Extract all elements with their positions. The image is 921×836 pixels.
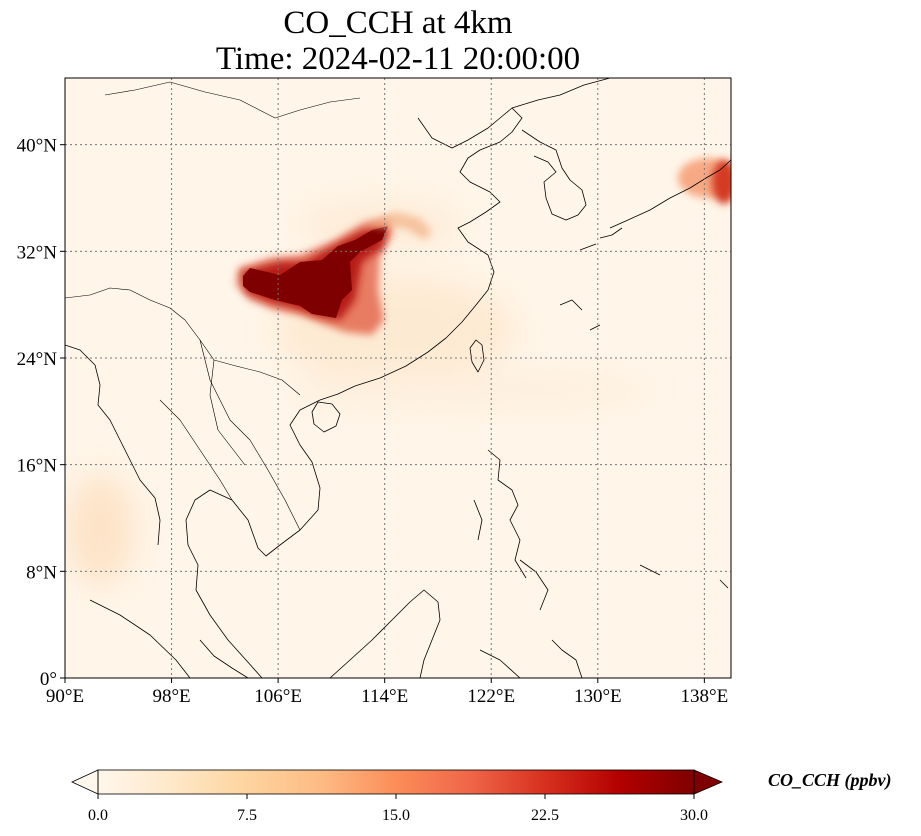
coastline-japan [579, 159, 731, 251]
colorbar-tick-label: 22.5 [531, 807, 559, 824]
plume-tail [365, 212, 432, 240]
haze-bay-of-bengal [65, 475, 135, 585]
coastline-korea [521, 129, 587, 221]
y-tick-label: 32°N [17, 242, 58, 263]
colorbar-tick-label: 0.0 [88, 807, 108, 824]
x-tick-label: 122°E [467, 686, 515, 707]
gridlines [65, 78, 731, 678]
colorbar-tick-label: 15.0 [382, 807, 410, 824]
y-tick-label: 0° [40, 669, 57, 690]
title-line-1: CO_CCH at 4km [283, 5, 513, 41]
x-axis-ticks: 90°E 98°E 106°E 114°E 122°E 130°E 138°E [46, 678, 728, 707]
border-china-interior [65, 81, 361, 396]
coastline-sumatra-malay [89, 599, 249, 678]
colorbar-title: CO_CCH (ppbv) [768, 770, 892, 790]
colorbar: 0.0 7.5 15.0 22.5 30.0 [71, 769, 724, 824]
title-line-2: Time: 2024-02-11 20:00:00 [215, 41, 581, 77]
coastline-borneo [329, 589, 441, 678]
coastline-islands-east [559, 299, 729, 589]
colorbar-tick-label: 7.5 [237, 807, 257, 824]
y-tick-label: 8°N [26, 562, 57, 583]
x-tick-label: 90°E [46, 686, 84, 707]
coastline-indonesia-south [479, 639, 583, 678]
y-axis-ticks: 0° 8°N 16°N 24°N 32°N 40°N [17, 136, 65, 690]
coastline-philippines [473, 449, 549, 611]
coastline-layer [65, 78, 731, 678]
coastline-burma-bengal [65, 344, 161, 546]
coastline-taiwan [469, 339, 485, 373]
coastline-china-east [319, 107, 523, 401]
coastline-russia-korea-north [511, 78, 611, 109]
map-frame [64, 77, 732, 679]
x-tick-label: 98°E [152, 686, 190, 707]
x-tick-label: 138°E [681, 686, 729, 707]
x-tick-label: 130°E [574, 686, 622, 707]
border-indochina-interior [159, 339, 301, 531]
y-tick-label: 24°N [17, 349, 58, 370]
y-tick-label: 16°N [17, 456, 58, 477]
coastline-indochina [185, 399, 321, 678]
y-tick-label: 40°N [17, 136, 58, 157]
plume-layer [65, 158, 731, 585]
x-tick-label: 106°E [254, 686, 302, 707]
colorbar-ticks: 0.0 7.5 15.0 22.5 30.0 [88, 794, 708, 824]
map-content [65, 78, 731, 678]
x-tick-label: 114°E [361, 686, 408, 707]
plume-core [243, 226, 388, 318]
colorbar-tick-label: 30.0 [680, 807, 708, 824]
colorbar-extension-low [71, 769, 99, 795]
colorbar-gradient [98, 770, 694, 794]
colorbar-extension-high [693, 769, 724, 795]
plume-japan-core [712, 160, 731, 204]
coastline-hainan [311, 401, 341, 433]
haze-taiwan-strait [290, 370, 650, 410]
